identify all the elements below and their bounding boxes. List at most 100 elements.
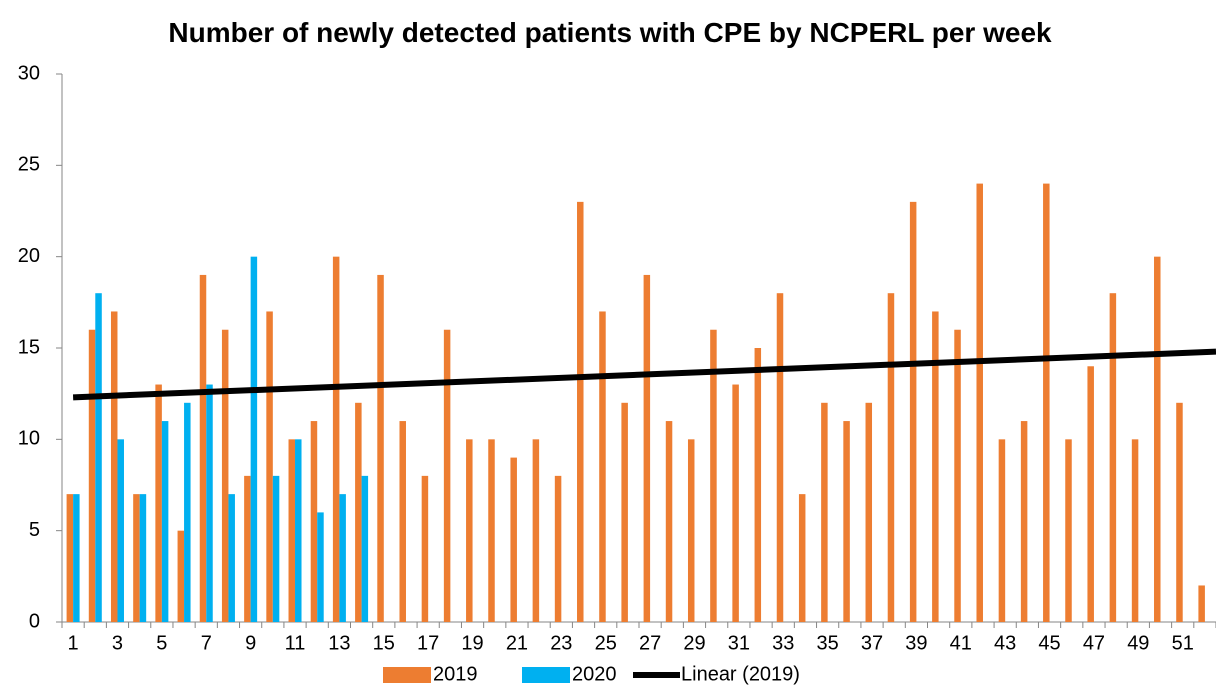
x-tick-label: 1 xyxy=(68,632,79,654)
bar xyxy=(754,348,762,622)
y-tick-label: 25 xyxy=(18,154,40,176)
bar xyxy=(909,201,917,622)
bar xyxy=(887,293,895,622)
x-tick-label: 45 xyxy=(1038,632,1060,654)
x-tick-label: 31 xyxy=(728,632,750,654)
bar xyxy=(421,475,429,622)
x-tick-label: 17 xyxy=(417,632,439,654)
bar xyxy=(110,311,118,622)
bar xyxy=(1087,366,1094,622)
x-tick-label: 3 xyxy=(112,632,123,654)
y-tick-label: 0 xyxy=(29,610,40,632)
bar xyxy=(532,439,540,622)
bar xyxy=(621,402,628,622)
bar xyxy=(184,402,191,622)
x-tick-label: 37 xyxy=(861,632,883,654)
legend-label: Linear (2019) xyxy=(681,663,800,685)
x-tick-label: 51 xyxy=(1172,632,1194,654)
bar xyxy=(954,329,961,622)
bar xyxy=(161,421,169,622)
trendline xyxy=(72,348,1216,401)
bar xyxy=(295,439,302,622)
bar xyxy=(117,439,124,622)
bar xyxy=(266,311,273,622)
x-tick-label: 25 xyxy=(595,632,617,654)
bar xyxy=(95,293,102,622)
x-tick-label: 19 xyxy=(461,632,483,654)
bar xyxy=(554,475,562,622)
bar xyxy=(88,329,96,622)
bar xyxy=(732,384,739,622)
bar xyxy=(1065,439,1072,622)
bar xyxy=(310,421,318,622)
bar xyxy=(443,329,451,622)
bar xyxy=(1154,256,1161,622)
bar xyxy=(488,439,495,622)
bar xyxy=(228,494,235,622)
y-tick-label: 15 xyxy=(18,336,40,358)
x-tick-label: 5 xyxy=(156,632,167,654)
bar xyxy=(1176,402,1183,622)
bar xyxy=(599,311,606,622)
x-tick-label: 13 xyxy=(328,632,350,654)
y-tick-label: 20 xyxy=(18,245,40,267)
bar xyxy=(665,421,673,622)
bar xyxy=(288,439,296,622)
bar xyxy=(377,274,384,622)
bar xyxy=(332,256,340,622)
legend-swatch xyxy=(383,667,431,683)
bar xyxy=(776,293,784,622)
x-tick-label: 35 xyxy=(817,632,839,654)
bar xyxy=(272,475,280,622)
bar xyxy=(155,384,162,622)
bar xyxy=(177,530,185,622)
bar xyxy=(244,475,251,622)
x-tick-label: 21 xyxy=(506,632,528,654)
x-tick-label: 39 xyxy=(905,632,927,654)
bar xyxy=(466,439,473,622)
y-tick-label: 10 xyxy=(18,428,40,450)
x-tick-label: 23 xyxy=(550,632,572,654)
legend-swatch xyxy=(522,667,570,683)
x-tick-label: 33 xyxy=(772,632,794,654)
bar xyxy=(1020,421,1028,622)
bar xyxy=(355,402,362,622)
bar xyxy=(865,402,873,622)
x-tick-label: 27 xyxy=(639,632,661,654)
bar xyxy=(687,439,695,622)
bar xyxy=(510,457,517,622)
bar xyxy=(843,421,850,622)
x-tick-label: 49 xyxy=(1127,632,1149,654)
x-tick-label: 11 xyxy=(285,632,306,654)
bar xyxy=(133,494,140,622)
bar xyxy=(976,183,983,622)
bar xyxy=(932,311,939,622)
x-tick-label: 9 xyxy=(245,632,256,654)
y-tick-label: 5 xyxy=(29,519,40,541)
x-tick-label: 15 xyxy=(373,632,395,654)
bar xyxy=(1131,439,1139,622)
bar xyxy=(66,494,74,622)
bar xyxy=(399,421,406,622)
bar xyxy=(250,256,258,622)
bar xyxy=(577,201,584,622)
bar xyxy=(139,494,147,622)
bar xyxy=(643,274,651,622)
bar xyxy=(221,329,229,622)
bar xyxy=(206,384,213,622)
y-tick-label: 30 xyxy=(18,62,40,84)
bar xyxy=(317,512,324,622)
x-tick-label: 7 xyxy=(201,632,212,654)
bar xyxy=(998,439,1006,622)
bar xyxy=(798,494,806,622)
chart-title: Number of newly detected patients with C… xyxy=(168,17,1052,48)
x-tick-label: 47 xyxy=(1083,632,1105,654)
bar xyxy=(73,494,80,622)
legend-label: 2020 xyxy=(572,663,617,685)
bar xyxy=(821,402,828,622)
x-tick-label: 29 xyxy=(683,632,705,654)
bar xyxy=(1043,183,1050,622)
x-tick-label: 41 xyxy=(950,632,972,654)
